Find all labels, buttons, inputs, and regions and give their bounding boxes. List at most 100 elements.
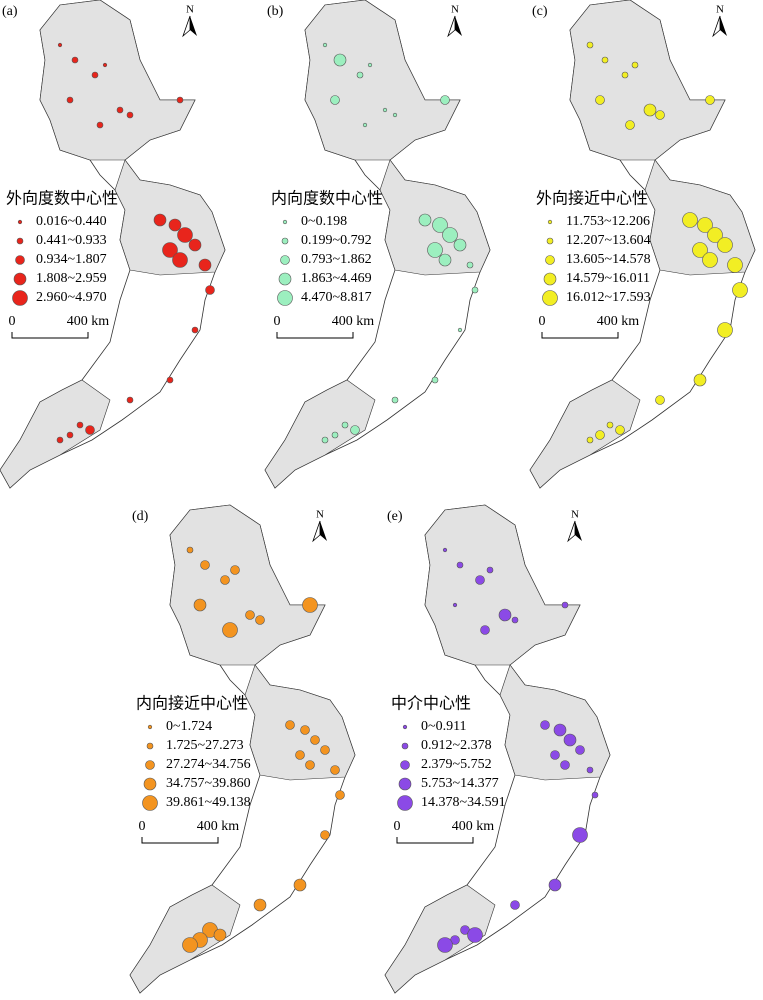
north-arrow (182, 15, 191, 38)
city-symbol (382, 107, 388, 113)
city-symbol (432, 217, 448, 233)
legend-label: 0.199~0.792 (301, 233, 372, 248)
shaded-region (169, 504, 326, 666)
north-arrow (320, 521, 327, 541)
map-panel: (c) N 外向接近中心性 11.753~12.206 12.207~13.604 13.… (529, 0, 756, 489)
shaded-region (0, 379, 111, 489)
city-symbol (177, 227, 193, 243)
shaded-region (529, 379, 641, 489)
legend-label: 27.274~34.756 (166, 757, 251, 772)
legend-title: 内向度数中心性 (271, 190, 383, 208)
city-symbol (697, 217, 713, 233)
panel-label: (e) (387, 509, 403, 524)
shaded-region (569, 0, 726, 161)
city-symbol (302, 597, 318, 613)
north-label: N (571, 509, 579, 521)
city-symbol (480, 625, 490, 635)
legend-label: 4.470~8.817 (301, 290, 372, 305)
legend-label: 2.960~4.970 (36, 290, 107, 305)
legend-label: 1.808~2.959 (36, 271, 107, 286)
city-symbol (591, 791, 599, 799)
city-symbol (253, 898, 267, 912)
legend-label: 1.725~27.273 (166, 738, 244, 753)
legend-label: 16.012~17.593 (566, 290, 651, 305)
city-symbol (442, 227, 458, 243)
city-symbol (702, 252, 718, 268)
legend-symbol (146, 742, 154, 750)
city-symbol (595, 430, 605, 440)
city-symbol (293, 878, 307, 892)
scale-start: 0 (139, 819, 146, 834)
legend-symbol (147, 724, 153, 730)
city-symbol (615, 425, 625, 435)
north-arrow (712, 15, 721, 38)
shaded-region (499, 664, 611, 781)
city-symbol (572, 827, 588, 843)
scale-bar (276, 332, 354, 339)
city-symbol (498, 608, 512, 622)
scale-start: 0 (539, 314, 546, 329)
city-symbol (595, 95, 605, 105)
north-arrow (720, 16, 727, 36)
legend-label: 1.863~4.469 (301, 271, 372, 286)
city-symbol (437, 937, 453, 953)
legend-label: 2.379~5.752 (421, 757, 492, 772)
city-symbol (213, 928, 227, 942)
scale-bar (11, 332, 89, 339)
city-symbol (621, 71, 629, 79)
north-label: N (186, 4, 194, 16)
city-symbol (341, 421, 349, 429)
city-symbol (705, 95, 715, 105)
city-symbol (707, 227, 723, 243)
legend-symbol (545, 255, 555, 265)
legend-symbol (142, 795, 158, 811)
city-symbol (553, 723, 567, 737)
legend-title: 外向接近中心性 (536, 190, 648, 208)
scale-end: 400 km (67, 314, 110, 329)
shaded-region (384, 884, 496, 994)
legend-label: 0~0.911 (421, 719, 467, 734)
legend-symbol (17, 219, 23, 225)
city-symbol (126, 396, 134, 404)
city-symbol (418, 213, 432, 227)
north-arrow (190, 16, 197, 36)
city-symbol (692, 242, 708, 258)
legend-label: 13.605~14.578 (566, 252, 651, 267)
city-symbol (586, 41, 594, 49)
legend-symbol (543, 272, 557, 286)
city-symbol (727, 257, 743, 273)
city-symbol (586, 766, 594, 774)
map-panel: (d) N 内向接近中心性 0~1.724 1.725~27.273 27.274~34.… (129, 504, 356, 994)
city-symbol (350, 425, 360, 435)
city-symbol (116, 106, 124, 114)
legend-symbol (402, 724, 408, 730)
city-symbol (560, 760, 570, 770)
city-symbol (320, 830, 330, 840)
legend-symbol (400, 760, 410, 770)
city-symbol (96, 121, 104, 129)
city-symbol (467, 927, 483, 943)
legend-label: 11.753~12.206 (566, 214, 650, 229)
city-symbol (322, 42, 328, 48)
city-symbol (166, 376, 174, 384)
legend-symbol (12, 290, 28, 306)
city-symbol (56, 436, 64, 444)
city-symbol (255, 615, 265, 625)
city-symbol (200, 560, 210, 570)
shaded-region (264, 379, 376, 489)
legend-symbol (145, 760, 155, 770)
legend-symbol (13, 272, 27, 286)
panel-label: (b) (267, 4, 284, 19)
city-symbol (655, 110, 665, 120)
city-symbol (295, 750, 305, 760)
city-symbol (305, 760, 315, 770)
city-symbol (732, 282, 748, 298)
city-symbol (335, 790, 345, 800)
legend-label: 0.934~1.807 (36, 252, 107, 267)
panel-label: (a) (2, 4, 18, 19)
city-symbol (471, 286, 479, 294)
legend-label: 0.016~0.440 (36, 214, 107, 229)
city-symbol (631, 61, 639, 69)
city-symbol (427, 242, 443, 258)
